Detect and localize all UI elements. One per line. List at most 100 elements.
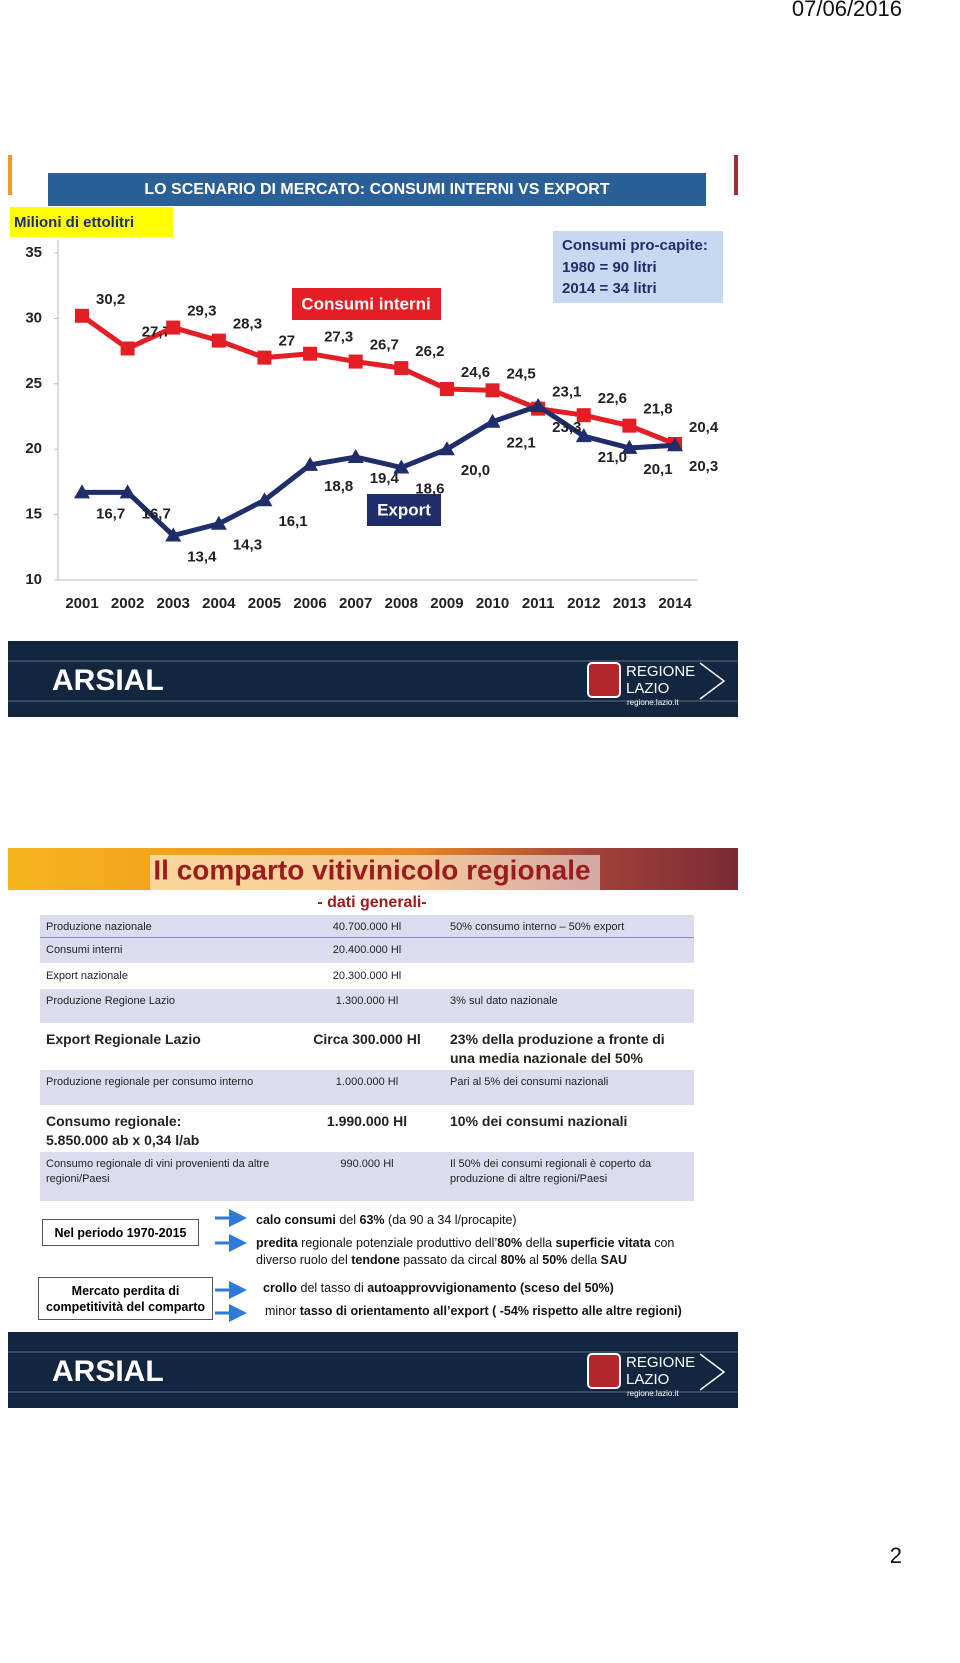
marker [438, 441, 455, 456]
legend-label: Consumi interni [301, 294, 430, 313]
note-segment: predita [256, 1236, 298, 1250]
note-segment: calo consumi [256, 1213, 336, 1227]
marker [302, 456, 319, 471]
logo-regione: REGIONE [626, 663, 695, 680]
data-label: 18,8 [324, 478, 353, 495]
annotation: 2014 = 34 litri [562, 280, 657, 297]
row-label: Export nazionale [46, 970, 128, 982]
row-label: Produzione nazionale [46, 921, 152, 933]
note-segment: della [522, 1236, 556, 1250]
note-segment: 63% [359, 1213, 385, 1227]
title-backdrop [150, 855, 600, 890]
note-segment: SAU [600, 1253, 628, 1267]
data-label: 29,3 [187, 303, 216, 320]
marker [166, 320, 181, 335]
title-bar [48, 173, 706, 206]
x-tick-label: 2014 [658, 595, 692, 612]
table-row: Produzione regionale per consumo interno… [40, 1070, 694, 1106]
row-label: Consumi interni [46, 944, 123, 956]
data-label: 27 [278, 333, 295, 350]
note-box: Mercato perdita di competitività del com… [38, 1277, 213, 1320]
y-axis-label: Milioni di ettolitri [14, 214, 134, 231]
marker [621, 439, 638, 454]
data-label: 28,3 [233, 316, 262, 333]
logo-arsial: ARSIAL [52, 664, 164, 697]
data-label: 19,4 [370, 470, 400, 487]
note-segment: (da 90 a 34 l/procapite) [384, 1213, 517, 1227]
row-note: 50% consumo interno – 50% export [450, 921, 625, 933]
slide-subtitle: - dati generali- [317, 894, 426, 911]
note-segment: con diverso ruolo del [256, 1236, 675, 1267]
marker [211, 333, 226, 348]
info-box [553, 231, 723, 303]
note-item: crollo del tasso di autoapprovvigionamen… [263, 1280, 723, 1297]
data-label: 21,8 [643, 401, 672, 418]
note-segment: autoapprovvigionamento (sceso del 50%) [367, 1281, 614, 1295]
marker [348, 354, 363, 369]
marker [75, 308, 89, 323]
marker [667, 437, 683, 452]
note-item: minor tasso di orientamento all’export (… [265, 1303, 725, 1320]
data-label: 26,2 [415, 343, 444, 360]
table-row: Consumo regionale di vini provenienti da… [40, 1152, 694, 1202]
row-amount: 40.700.000 Hl [332, 921, 402, 933]
slide-edge [734, 155, 738, 195]
x-tick-label: 2013 [613, 595, 646, 612]
logo-url: regione.lazio.it [627, 1389, 679, 1398]
x-tick-label: 2007 [339, 595, 372, 612]
row-note: 3% sul dato nazionale [450, 995, 558, 1007]
data-label: 20,4 [689, 419, 719, 436]
table-row: Consumo regionale: 5.850.000 ab x 0,34 l/… [40, 1106, 694, 1152]
data-label: 24,5 [507, 365, 536, 382]
legend-box [292, 288, 441, 320]
logo-emblem [587, 662, 621, 698]
logo-regione: REGIONE [626, 1354, 695, 1371]
row-label: Consumo regionale di vini provenienti da… [46, 1158, 270, 1185]
note-item: predita regionale potenziale produttivo … [256, 1235, 706, 1269]
data-label: 22,1 [507, 435, 536, 452]
logo-lazio: LAZIO [626, 680, 669, 697]
logo-chevron [699, 1353, 726, 1391]
legend-label: Export [377, 500, 431, 519]
data-label: 20,1 [643, 461, 672, 478]
marker [576, 408, 591, 423]
slide-title: Il comparto vitivinicolo regionale [153, 854, 590, 885]
data-label: 27,3 [324, 329, 353, 346]
note-segment: crollo [263, 1281, 298, 1295]
marker [210, 515, 227, 530]
x-tick-label: 2006 [293, 595, 326, 612]
marker [575, 428, 592, 443]
note-segment: del tasso di [297, 1281, 368, 1295]
table-row: Export nazionale 20.300.000 Hl [40, 964, 694, 989]
x-tick-label: 2004 [202, 595, 236, 612]
marker [165, 527, 182, 542]
row-label: Export Regionale Lazio [46, 1031, 201, 1047]
row-amount: 1.000.000 Hl [335, 1076, 399, 1088]
x-tick-label: 2003 [157, 595, 190, 612]
row-amount: 990.000 Hl [340, 1158, 394, 1170]
logo-arsial: ARSIAL [52, 1355, 164, 1388]
note-segment: tasso di orientamento all’export ( -54% … [299, 1304, 682, 1318]
marker [484, 413, 501, 428]
logo-url: regione.lazio.it [627, 698, 679, 707]
marker [485, 383, 500, 398]
table-row: Consumi interni 20.400.000 Hl [40, 938, 694, 964]
row-amount: 1.990.000 Hl [326, 1113, 408, 1129]
data-label: 21,0 [598, 449, 627, 466]
table-row: Produzione nazionale 40.700.000 Hl 50% con… [40, 915, 694, 938]
note-box: Nel periodo 1970-2015 [42, 1219, 199, 1246]
y-tick-label: 15 [25, 506, 42, 523]
note-item: calo consumi del 63% (da 90 a 34 l/proca… [256, 1212, 716, 1229]
marker [119, 484, 136, 499]
marker [530, 398, 547, 413]
x-tick-label: 2002 [111, 595, 144, 612]
note-segment: 80% [500, 1253, 526, 1267]
row-note: 23% della produzione a fronte di una med… [450, 1031, 665, 1066]
annotation: 1980 = 90 litri [562, 259, 657, 276]
y-tick-label: 35 [25, 244, 42, 261]
row-amount: 20.400.000 Hl [332, 944, 402, 956]
data-label: 16,7 [142, 505, 171, 522]
